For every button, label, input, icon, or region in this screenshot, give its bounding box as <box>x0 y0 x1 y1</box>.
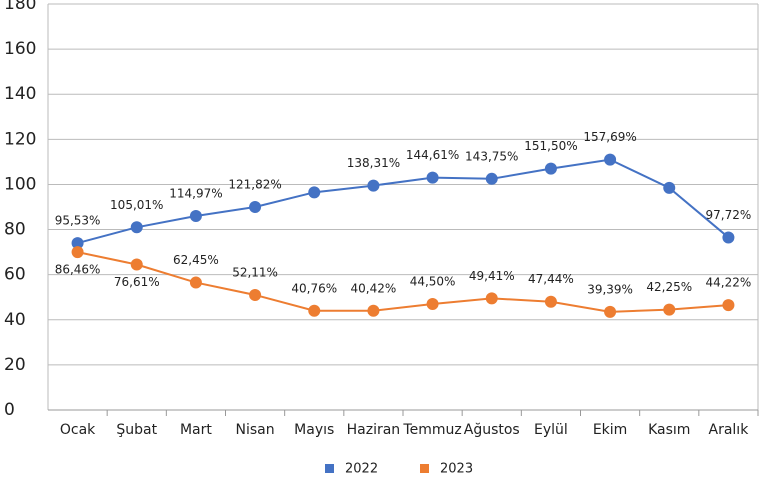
x-tick-label: Temmuz <box>402 422 461 438</box>
point <box>130 258 143 271</box>
x-tick-label: Eylül <box>534 422 568 438</box>
point-label: 40,76% <box>291 281 337 295</box>
point-label: 42,25% <box>646 280 692 294</box>
point <box>485 172 498 185</box>
point-label: 144,61% <box>406 148 459 162</box>
point <box>544 295 557 308</box>
point <box>367 304 380 317</box>
legend-swatch <box>420 464 429 473</box>
point-label: 44,50% <box>410 274 456 288</box>
point-label: 143,75% <box>465 149 518 163</box>
y-tick-label: 80 <box>4 220 26 240</box>
point <box>249 201 262 213</box>
point-label: 39,39% <box>587 282 633 296</box>
y-tick-label: 40 <box>4 310 26 330</box>
point-label: 157,69% <box>583 130 636 144</box>
point <box>722 299 735 312</box>
point-label: 97,72% <box>706 208 752 222</box>
point-label: 138,31% <box>347 156 400 170</box>
point-label: 47,44% <box>528 272 574 286</box>
y-tick-label: 0 <box>4 400 15 420</box>
x-tick-label: Kasım <box>648 422 690 438</box>
x-tick-label: Mayıs <box>294 422 334 438</box>
point <box>663 303 676 316</box>
x-tick-label: Ağustos <box>464 422 520 438</box>
point <box>485 292 498 305</box>
y-tick-label: 180 <box>4 0 36 14</box>
point-label: 114,97% <box>169 187 222 201</box>
x-tick-label: Mart <box>180 422 212 438</box>
x-tick-label: Aralık <box>709 422 750 438</box>
y-tick-label: 60 <box>4 265 26 285</box>
point <box>722 231 735 244</box>
point-label: 151,50% <box>524 139 577 153</box>
point <box>71 246 84 259</box>
point <box>367 179 380 192</box>
point-label: 86,46% <box>55 263 101 277</box>
point-label: 52,11% <box>232 265 278 279</box>
point-label: 76,61% <box>114 275 160 289</box>
point <box>130 221 143 234</box>
point-label: 95,53% <box>55 214 101 228</box>
point <box>663 181 676 194</box>
point-label: 121,82% <box>228 178 281 192</box>
y-tick-label: 20 <box>4 355 26 375</box>
point <box>249 288 262 301</box>
point-label: 49,41% <box>469 269 515 283</box>
point <box>189 210 202 223</box>
x-tick-label: Şubat <box>116 422 157 438</box>
point <box>426 297 439 310</box>
point <box>308 304 321 317</box>
point-label: 105,01% <box>110 198 163 212</box>
point-label: 62,45% <box>173 253 219 267</box>
point <box>426 171 439 184</box>
x-tick-label: Ocak <box>60 422 96 438</box>
point <box>308 186 321 199</box>
point-label: 40,42% <box>351 281 397 295</box>
point <box>71 237 84 250</box>
point <box>604 153 617 166</box>
point <box>544 162 557 175</box>
legend-label: 2022 <box>345 462 378 477</box>
x-tick-label: Haziran <box>347 422 401 438</box>
legend-swatch <box>325 464 334 473</box>
point <box>604 305 617 318</box>
point-label: 44,22% <box>706 276 752 290</box>
point <box>189 276 202 289</box>
y-tick-label: 100 <box>4 174 36 194</box>
legend-label: 2023 <box>440 462 473 477</box>
y-tick-label: 140 <box>4 84 36 104</box>
x-tick-label: Ekim <box>593 422 627 438</box>
line <box>77 251 729 313</box>
y-tick-label: 160 <box>4 39 36 59</box>
line <box>77 158 730 245</box>
y-tick-label: 120 <box>4 129 36 149</box>
x-tick-label: Nisan <box>236 422 275 438</box>
